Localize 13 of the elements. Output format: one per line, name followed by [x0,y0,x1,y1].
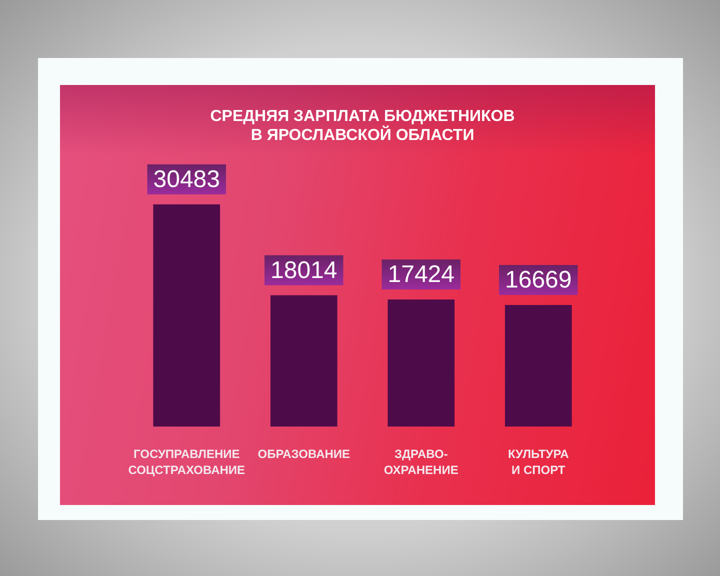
data-label: 16669 [505,266,572,294]
data-label: 17424 [388,261,454,288]
data-label: 30483 [153,166,220,193]
x-tick-label: КУЛЬТУРА И СПОРТ [508,447,570,478]
bar [270,295,338,427]
x-tick-label: ОБРАЗОВАНИЕ [258,447,350,462]
x-tick-label: ЗДРАВО- ОХРАНЕНИЕ [384,447,458,478]
x-tick-label: ГОСУПРАВЛЕНИЕ СОЦСТРАХОВАНИЕ [128,447,246,478]
bar [153,204,220,427]
chart-title: СРЕДНЯЯ ЗАРПЛАТА БЮДЖЕТНИКОВ В ЯРОСЛАВСКОЙ ОБЛАСТИ [210,108,515,144]
data-label: 18014 [270,256,338,284]
bar [388,300,455,427]
bar [504,305,572,427]
